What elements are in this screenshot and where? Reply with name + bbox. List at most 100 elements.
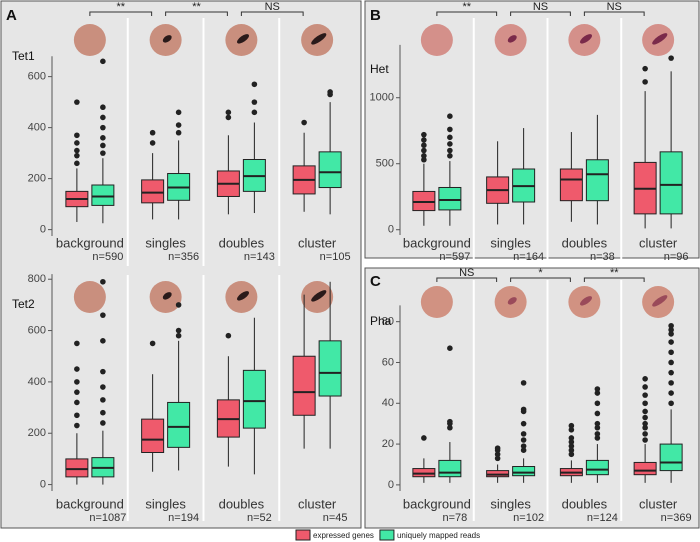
x-tick-label: doubles [562, 235, 608, 250]
y-tick-label: 200 [28, 173, 46, 185]
outlier [447, 345, 453, 352]
y-tick-label: 40 [382, 397, 394, 409]
embryo-stain [652, 33, 668, 45]
outlier [100, 409, 106, 416]
box [486, 470, 510, 478]
y-tick-label: 200 [28, 427, 46, 439]
outlier [668, 400, 674, 407]
y-tick-label: 0 [388, 224, 394, 236]
outlier [568, 439, 575, 445]
x-tick-label: background [403, 235, 471, 250]
outlier [642, 400, 648, 407]
outlier [74, 160, 80, 167]
embryo-stain [311, 290, 327, 302]
count-label: n=96 [664, 251, 689, 263]
embryo-image [73, 281, 106, 313]
outlier [668, 327, 674, 333]
outlier [668, 55, 674, 61]
outlier [251, 99, 258, 105]
outlier [100, 142, 106, 149]
outlier [642, 414, 648, 421]
count-label: n=124 [587, 512, 618, 524]
significance-label: * [538, 267, 543, 279]
box [141, 418, 165, 453]
significance-label: ** [192, 1, 201, 13]
y-tick-label: 20 [382, 438, 394, 450]
outlier [74, 140, 80, 146]
outlier [568, 443, 575, 449]
outlier [74, 152, 80, 159]
outlier [594, 410, 601, 417]
outlier [447, 424, 453, 431]
outlier [520, 437, 527, 443]
legend-label: expressed genes [313, 531, 374, 540]
outlier [149, 129, 156, 136]
x-tick-label: cluster [639, 496, 678, 511]
outlier [520, 406, 527, 413]
outlier [421, 147, 427, 154]
box [438, 186, 462, 211]
panel-label: C [370, 273, 381, 290]
outlier [175, 122, 182, 128]
outlier [520, 431, 527, 437]
outlier [74, 132, 80, 139]
embryo-stain [580, 34, 592, 44]
x-tick-label: background [403, 496, 471, 511]
outlier [568, 435, 575, 441]
box [585, 459, 609, 476]
outlier [421, 131, 427, 138]
significance-bracket [436, 277, 498, 282]
outlier [74, 412, 80, 419]
outlier [568, 451, 575, 458]
significance-bracket [510, 277, 571, 282]
embryo-stain [507, 297, 517, 305]
outlier [421, 142, 427, 149]
outlier [225, 332, 232, 339]
box [438, 459, 462, 478]
outlier [642, 79, 648, 85]
outlier [327, 89, 333, 95]
significance-bracket [165, 11, 228, 16]
outlier [668, 369, 674, 376]
outlier [494, 445, 501, 451]
outlier [668, 331, 674, 337]
outlier [100, 338, 106, 344]
count-label: n=52 [247, 512, 272, 524]
outlier [100, 124, 106, 131]
y-tick-label: 400 [28, 376, 46, 388]
x-tick-label: cluster [639, 235, 678, 250]
outlier [594, 435, 601, 441]
box [585, 159, 609, 202]
significance-label: NS [607, 1, 622, 13]
outlier [421, 153, 427, 159]
box [167, 401, 191, 448]
outlier [175, 332, 182, 339]
count-label: n=102 [513, 512, 544, 524]
x-tick-label: singles [145, 235, 186, 250]
x-tick-label: singles [145, 496, 186, 511]
outlier [494, 455, 501, 462]
embryo-stain [311, 33, 327, 45]
x-tick-label: cluster [298, 235, 337, 250]
count-label: n=369 [661, 512, 692, 524]
outlier [668, 322, 674, 329]
outlier [642, 376, 648, 382]
x-tick-label: cluster [298, 496, 337, 511]
outlier [668, 349, 674, 356]
significance-bracket [89, 11, 153, 16]
legend-swatch [295, 529, 311, 541]
significance-bracket [436, 11, 498, 16]
outlier [642, 420, 648, 427]
outlier [520, 420, 527, 427]
outlier [594, 431, 601, 437]
box [242, 369, 266, 429]
x-tick-label: doubles [219, 235, 265, 250]
significance-label: NS [265, 1, 280, 13]
outlier [100, 58, 106, 65]
y-tick-label: 0 [40, 224, 46, 236]
embryo-stain [237, 34, 249, 44]
y-tick-label: 1000 [370, 92, 394, 104]
significance-bracket [510, 11, 571, 16]
outlier [447, 134, 453, 141]
